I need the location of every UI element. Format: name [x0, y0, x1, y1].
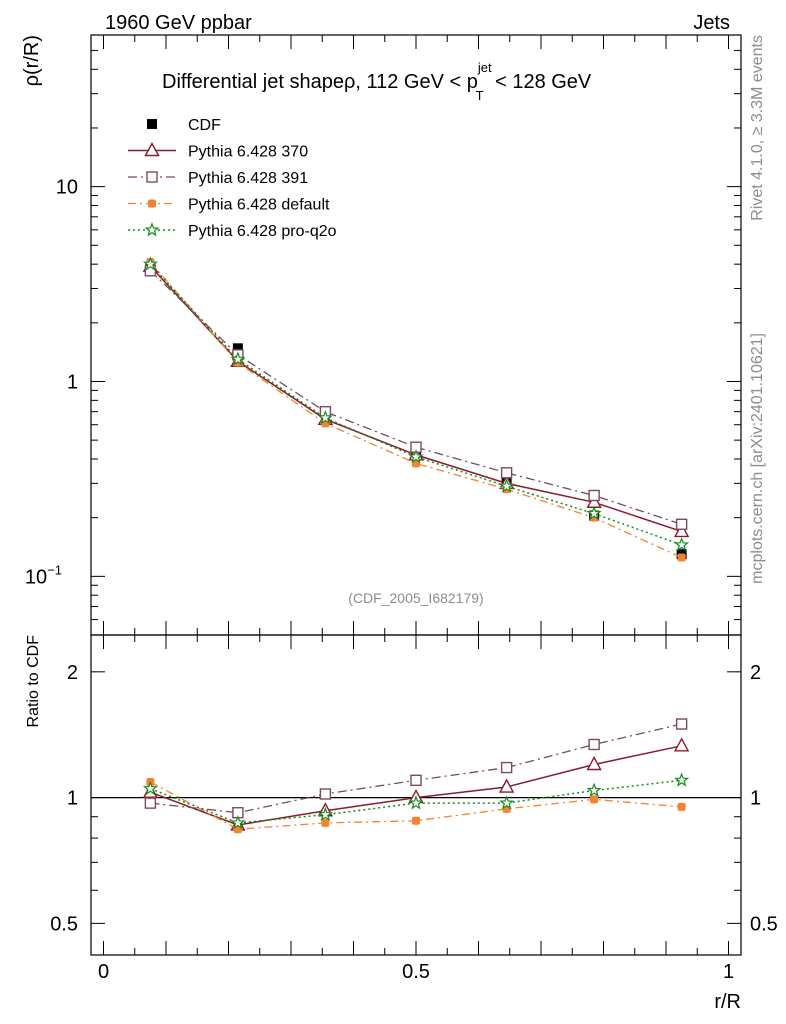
ratio-point-pq2o-2 — [317, 806, 333, 822]
ratio-point-pdefault-2 — [321, 818, 330, 827]
header-right: Jets — [693, 12, 730, 34]
main-point-pq2o-3 — [408, 448, 424, 464]
ratio-point-p391-6 — [675, 718, 688, 730]
legend-marker-p391 — [146, 171, 158, 183]
ratio-point-pq2o-6 — [674, 772, 690, 787]
ratio-point-pdefault-6 — [677, 802, 686, 811]
main-point-pq2o-5 — [586, 505, 602, 521]
main-point-pq2o-2 — [317, 410, 333, 425]
title-end: < 128 GeV — [490, 71, 592, 93]
ratio-point-p370-5 — [586, 756, 602, 771]
ratio-point-pdefault-5 — [590, 795, 599, 804]
analysis-watermark: (CDF_2005_I682179) — [348, 590, 483, 606]
main-y-axis-label: ρ(r/R) — [21, 35, 43, 86]
main-y-tick-label-2: 10 — [56, 177, 78, 199]
x-tick-label-0: 0 — [98, 961, 109, 983]
x-tick-label-1: 0.5 — [402, 961, 430, 983]
ratio-point-p391-4 — [500, 761, 513, 774]
main-point-pdefault-6 — [677, 553, 686, 562]
mcplots-label: mcplots.cern.ch [arXiv:2401.10621] — [749, 333, 766, 584]
main-line-p370 — [149, 265, 682, 533]
legend-label-pq2o: Pythia 6.428 pro-q2o — [188, 223, 337, 240]
main-line-p391 — [149, 270, 682, 525]
ratio-point-p391-2 — [319, 788, 332, 800]
header-left: 1960 GeV ppbar — [105, 12, 252, 34]
main-y-tick-label-1: 1 — [67, 371, 78, 393]
ratio-y-axis-label: Ratio to CDF — [25, 635, 42, 728]
legend-marker-pdefault — [148, 199, 156, 208]
main-point-cdf-1 — [232, 343, 243, 354]
chart-title: Differential jet shapeρ, 112 GeV < pjet T… — [162, 60, 592, 103]
legend-label-pdefault: Pythia 6.428 default — [188, 197, 330, 214]
rivet-version-label: Rivet 4.1.0, ≥ 3.3M events — [749, 35, 766, 221]
title-main: Differential jet shapeρ, 112 GeV < p — [162, 71, 478, 93]
ratio-point-pq2o-5 — [586, 782, 602, 797]
x-tick-label-2: 1 — [723, 961, 734, 983]
ratio-point-pq2o-3 — [408, 795, 424, 810]
legend-label-p391: Pythia 6.428 391 — [188, 170, 308, 187]
ratio-point-p391-0 — [144, 797, 157, 809]
ratio-y-tick-label-1: 1 — [67, 788, 78, 810]
legend-label-p370: Pythia 6.428 370 — [188, 144, 308, 161]
ratio-y-tick-label-2: 2 — [67, 662, 78, 684]
ratio-axis-ticks: 0.5 0.5 1 1 2 2 0 0.5 1 — [50, 635, 778, 983]
ratio-point-p370-4 — [498, 778, 515, 793]
ratio-series-group — [142, 718, 690, 834]
legend: CDF Pythia 6.428 370 Pythia 6.428 391 Pythi… — [128, 117, 337, 240]
title-superscript: jet — [477, 60, 492, 75]
main-point-p370-6 — [673, 522, 690, 538]
main-y-tick-base: 10 — [25, 566, 47, 588]
ratio-y-tick-label-right-1: 1 — [750, 788, 761, 810]
main-line-pq2o — [149, 263, 682, 546]
legend-label-cdf: CDF — [188, 117, 221, 134]
ratio-point-pq2o-0 — [142, 780, 158, 796]
main-point-pq2o-0 — [142, 256, 158, 271]
ratio-point-p391-3 — [410, 774, 422, 786]
main-point-pq2o-1 — [230, 351, 246, 366]
main-point-p391-5 — [588, 489, 600, 502]
ratio-point-pq2o-4 — [499, 795, 515, 810]
ratio-y-tick-label-right-2: 2 — [750, 662, 761, 684]
ratio-point-p370-6 — [673, 737, 690, 752]
main-point-pq2o-4 — [499, 478, 515, 493]
title-subscript: T — [476, 88, 484, 103]
main-point-p391-6 — [675, 518, 688, 530]
main-point-p391-4 — [500, 467, 513, 479]
ratio-y-tick-label-0: 0.5 — [50, 913, 78, 935]
main-y-tick-exponent: −1 — [47, 562, 62, 577]
legend-marker-p370 — [144, 142, 160, 157]
main-point-pq2o-6 — [674, 537, 690, 552]
x-axis-label: r/R — [714, 991, 741, 1013]
ratio-y-tick-label-right-0: 0.5 — [750, 913, 778, 935]
main-y-tick-label-0: 10−1 — [25, 562, 62, 588]
legend-marker-pq2o — [144, 222, 160, 237]
ratio-point-pq2o-1 — [230, 815, 246, 830]
legend-marker-cdf — [147, 119, 157, 129]
main-line-pdefault — [149, 261, 682, 559]
ratio-point-p391-5 — [588, 738, 600, 751]
main-series-group — [142, 256, 690, 562]
ratio-point-pdefault-3 — [412, 816, 420, 825]
